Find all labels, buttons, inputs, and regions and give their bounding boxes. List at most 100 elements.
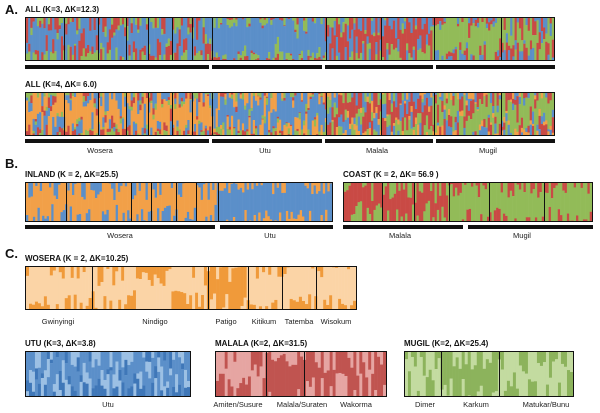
coast-bar-segment bbox=[443, 217, 447, 221]
allk4-bar-segment bbox=[547, 129, 550, 132]
allk3-bar-segment bbox=[143, 45, 147, 56]
allk4-bar-segment bbox=[403, 100, 407, 104]
allk4-bar-segment bbox=[113, 122, 116, 128]
allk3-bar-segment bbox=[292, 20, 295, 60]
wosera-divider bbox=[248, 267, 250, 309]
inland-bar-segment bbox=[129, 183, 133, 219]
coast-bar-segment bbox=[368, 183, 372, 215]
allk3-bar-segment bbox=[450, 56, 453, 60]
allk4-bar-segment bbox=[523, 98, 526, 106]
coast-bar-segment bbox=[516, 184, 520, 221]
allk4-bar-segment bbox=[360, 107, 363, 114]
utu-bar-segment bbox=[172, 352, 176, 360]
allk4-bar-segment bbox=[447, 93, 451, 110]
allk3-bar-segment bbox=[532, 47, 535, 60]
allk4-bar-segment bbox=[276, 122, 280, 135]
utu-bar-segment bbox=[55, 352, 60, 358]
allk3-bar-segment bbox=[305, 33, 308, 60]
allk4-bar-segment bbox=[150, 93, 153, 101]
allk3-bar-segment bbox=[311, 18, 315, 22]
allk4-bar-segment bbox=[213, 93, 216, 129]
allk4-bar-segment bbox=[69, 93, 73, 99]
allk3-bar-segment bbox=[285, 18, 289, 54]
allk3-bar-segment bbox=[408, 53, 411, 60]
inland-bar-segment bbox=[265, 210, 268, 221]
allk3-bar-segment bbox=[134, 48, 138, 60]
allk3-bar-segment bbox=[392, 49, 396, 60]
allk4-bar-segment bbox=[421, 93, 424, 100]
wosera-bar-segment bbox=[97, 285, 101, 309]
mugil-bar-segment bbox=[512, 372, 517, 396]
allk3-bar-segment bbox=[87, 18, 90, 46]
utu-bar-segment bbox=[79, 375, 83, 383]
allk3-bar-segment bbox=[261, 28, 265, 60]
allk4-bar-segment bbox=[331, 121, 334, 135]
mugil-bar-segment bbox=[503, 390, 508, 396]
utu-bar-segment bbox=[175, 392, 179, 396]
allk3-bar-segment bbox=[417, 50, 420, 60]
allk3-bar-segment bbox=[268, 18, 271, 53]
allk4-bar-segment bbox=[102, 93, 105, 118]
utu-bar-segment bbox=[40, 352, 45, 374]
inland-bar-segment bbox=[239, 187, 243, 221]
coast-bar-segment bbox=[455, 183, 458, 188]
allk4-bar-segment bbox=[45, 93, 49, 107]
inland-bar-segment bbox=[292, 218, 296, 221]
allk4-bar-segment bbox=[204, 125, 208, 129]
allk3-bar-segment bbox=[167, 38, 171, 47]
allk3-bar-segment bbox=[250, 18, 254, 51]
allk4-bar-segment bbox=[248, 93, 251, 110]
inland-bar-segment bbox=[269, 219, 273, 221]
allk3-bar-segment bbox=[417, 18, 420, 40]
allk4-bar-segment bbox=[485, 93, 489, 95]
allk4-bar-segment bbox=[399, 93, 403, 104]
allk3-bar-segment bbox=[213, 27, 216, 58]
allk4-bar-segment bbox=[458, 93, 462, 100]
mugil-bar-segment bbox=[554, 352, 559, 360]
allk3-bar-segment bbox=[257, 58, 260, 60]
inland-bar-segment bbox=[173, 183, 176, 216]
wosera-bar-segment bbox=[141, 267, 146, 273]
inland-bar-segment bbox=[191, 219, 195, 221]
utu-bar-segment bbox=[136, 378, 140, 396]
coast-bar-segment bbox=[359, 201, 363, 221]
malala-bar-segment bbox=[359, 352, 363, 374]
allk4-bar-segment bbox=[498, 95, 502, 100]
allk4-bar-segment bbox=[250, 107, 254, 111]
inland-group-bar bbox=[25, 225, 215, 229]
wosera-bar-segment bbox=[353, 300, 356, 309]
allk4-bar-segment bbox=[95, 108, 99, 116]
coast-bar-segment bbox=[457, 183, 460, 196]
allk4-bar-segment bbox=[174, 104, 177, 110]
inland-bar-segment bbox=[138, 183, 142, 192]
coast-bar-segment bbox=[452, 183, 456, 197]
allk3-bar-segment bbox=[239, 18, 243, 56]
coast-bar-segment bbox=[505, 183, 508, 217]
inland-bar-segment bbox=[177, 194, 181, 221]
coast-bar-segment bbox=[414, 202, 417, 221]
coast-bar-segment bbox=[461, 219, 465, 221]
allk4-bar-segment bbox=[434, 132, 438, 135]
allk4-bar-segment bbox=[87, 103, 90, 132]
allk3-bar-segment bbox=[342, 32, 345, 60]
allk4-bar-segment bbox=[156, 128, 160, 132]
wosera-bar-segment bbox=[85, 305, 89, 309]
coast-bar-segment bbox=[384, 183, 388, 187]
allk4-bar-segment bbox=[134, 122, 138, 125]
inland-bar-segment bbox=[104, 214, 107, 221]
allk3-bar-segment bbox=[87, 45, 90, 54]
allk3-bar-segment bbox=[39, 18, 42, 21]
wosera-bar-segment bbox=[124, 304, 128, 309]
allk4-bar-segment bbox=[26, 97, 29, 101]
allk3-bar-segment bbox=[281, 20, 284, 52]
wosera-bar-segment bbox=[252, 267, 257, 306]
mugil-bar-segment bbox=[506, 352, 511, 381]
allk4-bar-segment bbox=[132, 97, 136, 104]
allk3-bar-segment bbox=[338, 18, 341, 25]
allk4-bar-segment bbox=[126, 127, 129, 131]
allk3-bar-segment bbox=[432, 25, 435, 27]
allk4-bar-segment bbox=[196, 119, 199, 135]
allk3-bar-segment bbox=[111, 18, 114, 25]
allk3-bar-segment bbox=[26, 42, 29, 54]
allk3-bar-segment bbox=[76, 18, 79, 31]
